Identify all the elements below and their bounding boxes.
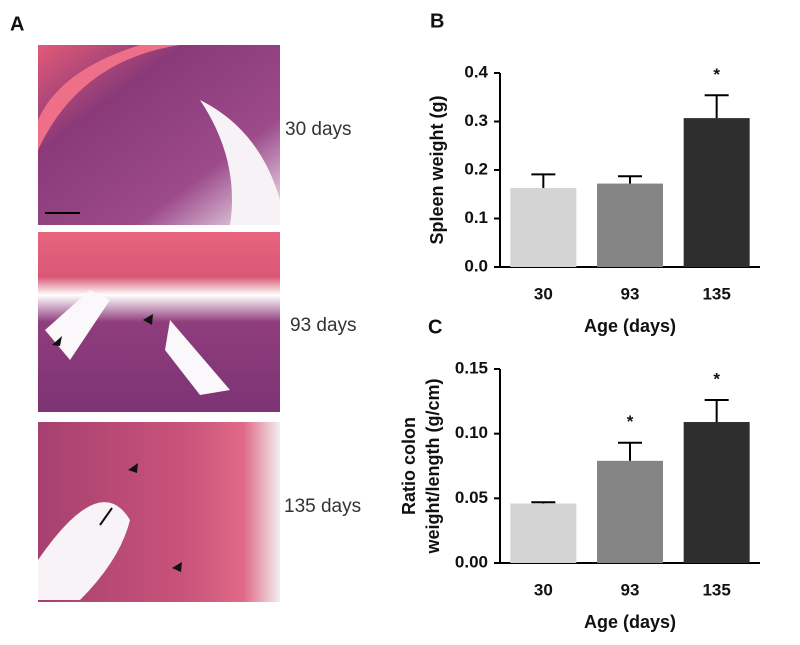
x-axis-label: Age (days) — [584, 612, 676, 632]
x-axis-label: Age (days) — [584, 316, 676, 336]
y-tick-label: 0.3 — [464, 111, 488, 130]
bar — [597, 183, 663, 267]
y-tick-label: 0.4 — [464, 62, 488, 81]
x-tick-label: 30 — [534, 580, 553, 599]
y-tick-label: 0.0 — [464, 256, 488, 275]
bar — [510, 187, 577, 267]
image-label: 30 days — [285, 119, 352, 140]
y-tick-label: 0.05 — [455, 488, 488, 507]
histology-93 — [38, 232, 280, 412]
panel-label: B — [430, 10, 444, 32]
bar — [683, 118, 750, 267]
y-axis-label: Spleen weight (g) — [427, 95, 447, 244]
x-tick-label: 93 — [621, 580, 640, 599]
x-tick-label: 135 — [702, 284, 730, 303]
y-tick-label: 0.15 — [455, 358, 488, 377]
image-label: 135 days — [284, 496, 361, 517]
y-tick-label: 0.2 — [464, 159, 488, 178]
significance: * — [713, 65, 720, 84]
x-tick-label: 135 — [702, 580, 730, 599]
x-tick-label: 30 — [534, 284, 553, 303]
image-label: 93 days — [290, 315, 357, 336]
y-tick-label: 0.00 — [455, 552, 488, 571]
y-axis-label: Ratio colon — [399, 417, 419, 515]
histology-30 — [38, 45, 280, 225]
y-tick-label: 0.1 — [464, 208, 488, 227]
panel-label: A — [10, 13, 24, 35]
y-axis-label: weight/length (g/cm) — [423, 379, 443, 555]
bar — [597, 460, 663, 563]
bar — [683, 422, 750, 563]
bar — [510, 503, 577, 563]
panel-label: C — [428, 316, 442, 338]
y-tick-label: 0.10 — [455, 423, 488, 442]
significance: * — [713, 370, 720, 389]
x-tick-label: 93 — [621, 284, 640, 303]
significance: * — [627, 412, 634, 431]
histology-135 — [38, 422, 280, 602]
